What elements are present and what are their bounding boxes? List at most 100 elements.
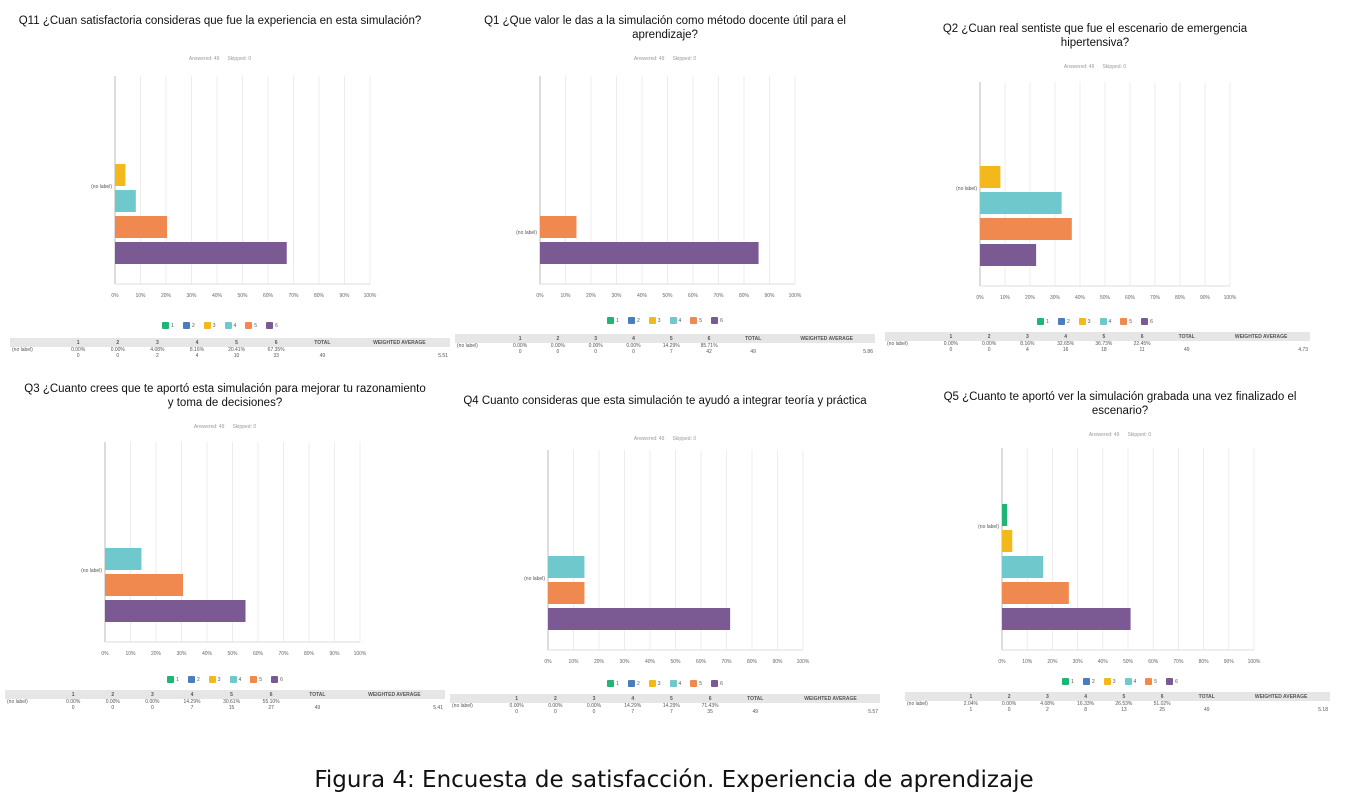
table-row-percent: (no label) 0.00% 0.00% 0.00% 14.29% 30.61% 55.… <box>5 699 445 705</box>
table-cell-percent: 0.00% <box>145 699 160 705</box>
table-header-cell: 2 <box>990 692 1029 701</box>
x-tick-label: 90% <box>764 293 775 299</box>
table-cell-weighted-average: 5.86 <box>863 349 873 355</box>
x-tick-label: 60% <box>696 659 707 665</box>
table-cell-percent: 14.29% <box>183 699 201 705</box>
table-cell-percent: 0.00% <box>943 341 958 347</box>
legend-item-2: 2 <box>187 676 200 683</box>
table-cell-count: 0 <box>592 709 596 715</box>
x-tick-label: 30% <box>186 293 197 299</box>
x-tick-label: 100% <box>364 293 377 299</box>
legend-label: 2 <box>196 676 200 683</box>
table-row-percent: (no label) 0.00% 0.00% 4.08% 8.16% 20.41% 67.3… <box>10 347 450 353</box>
table-cell-percent: 0.00% <box>71 347 86 353</box>
bar-option-4 <box>548 556 585 578</box>
x-tick-label: 80% <box>1199 659 1210 665</box>
table-header-total: TOTAL <box>290 690 344 699</box>
legend-swatch <box>1103 678 1111 685</box>
x-tick-label: 80% <box>314 293 325 299</box>
legend-label: 4 <box>678 680 682 687</box>
legend-label: 6 <box>1175 678 1178 685</box>
x-tick-label: 30% <box>1073 659 1084 665</box>
table-header-cell: 5 <box>216 338 257 347</box>
table-cell-total: 49 <box>314 705 321 711</box>
table-cell-percent: 16.33% <box>1077 701 1095 707</box>
bar-option-6 <box>540 242 759 264</box>
table-header-cell: 6 <box>256 338 296 347</box>
x-tick-label: 40% <box>1098 659 1109 665</box>
table-header-cell: 4 <box>1046 332 1085 341</box>
table-cell-weighted-average: 5.51 <box>438 353 448 359</box>
legend: 1 2 3 4 5 6 <box>5 676 445 683</box>
table-row-count: 0 0 0 7 15 27 49 5.41 <box>5 705 445 711</box>
x-tick-label: 80% <box>1175 295 1186 301</box>
table-cell-weighted-average: 5.57 <box>868 709 878 715</box>
x-tick-label: 50% <box>227 651 238 657</box>
table-cell-count: 7 <box>670 709 673 715</box>
row-label: (no label) <box>91 184 112 190</box>
legend-label: 3 <box>1112 678 1116 685</box>
bar-option-3 <box>115 164 126 186</box>
x-tick-label: 90% <box>1200 295 1211 301</box>
table-cell-count: 42 <box>706 349 712 355</box>
table-cell-count: 0 <box>556 349 560 355</box>
x-tick-label: 30% <box>176 651 187 657</box>
legend-swatch <box>648 317 656 324</box>
x-tick-label: 50% <box>670 659 681 665</box>
table-header-cell: 3 <box>1028 692 1067 701</box>
bar-chart: 0% 10% 20% 30% 40% 50% 60% 70% 80% 90% 100% (no lab… <box>978 448 1261 665</box>
row-label: (no label) <box>81 568 102 574</box>
x-tick-label: 10% <box>1000 295 1011 301</box>
bar-option-6 <box>1002 608 1131 630</box>
table-header-cell: 3 <box>132 690 173 699</box>
x-tick-label: 40% <box>645 659 656 665</box>
legend-swatch <box>690 317 698 324</box>
table-cell-percent: 0.00% <box>66 699 81 705</box>
table-cell-count: 16 <box>1062 347 1069 353</box>
table-cell-count: 4 <box>1025 347 1029 353</box>
table-header-cell: 1 <box>931 332 970 341</box>
legend-item-4: 4 <box>1099 318 1111 325</box>
table-cell-percent: 71.43% <box>701 703 719 709</box>
legend-item-5: 5 <box>690 317 702 324</box>
x-tick-label: 90% <box>329 651 340 657</box>
bar-option-3 <box>1002 530 1013 552</box>
legend-swatch <box>1166 678 1174 685</box>
table-cell-weighted-average: 4.73 <box>1298 347 1308 353</box>
x-tick-label: 70% <box>1173 659 1184 665</box>
x-tick-label: 0% <box>111 293 119 299</box>
legend-swatch <box>1120 318 1128 325</box>
legend-item-4: 4 <box>1124 678 1136 685</box>
table-cell-count: 0 <box>111 705 115 711</box>
bar-chart: 0% 10% 20% 30% 40% 50% 60% 70% 80% 90% 100% (no lab… <box>91 76 377 299</box>
table-header-blank <box>905 692 952 701</box>
legend-item-2: 2 <box>627 317 640 324</box>
x-tick-label: 80% <box>739 293 750 299</box>
x-tick-label: 10% <box>125 651 136 657</box>
table-cell-percent: 8.16% <box>1020 341 1035 347</box>
skipped-count: Skipped: 0 <box>227 56 252 62</box>
legend-swatch <box>229 676 237 683</box>
bar-option-4 <box>1002 556 1044 578</box>
table-header-total: TOTAL <box>1181 692 1233 701</box>
legend: 1 2 3 4 5 6 <box>905 678 1335 685</box>
table-header-blank <box>5 690 54 699</box>
table-cell-percent: 36.73% <box>1095 341 1113 347</box>
table-cell-percent: 0.00% <box>588 343 603 349</box>
question-title: Q11 ¿Cuan satisfactoria consideras que f… <box>18 15 422 27</box>
legend-item-3: 3 <box>1078 318 1091 325</box>
legend-swatch <box>208 676 216 683</box>
table-cell-total: 49 <box>1203 707 1210 713</box>
bar-chart: 0% 10% 20% 30% 40% 50% 60% 70% 80% 90% 100% (no lab… <box>956 82 1237 301</box>
table-cell-count: 35 <box>707 709 713 715</box>
legend-item-1: 1 <box>1062 678 1074 685</box>
x-tick-label: 40% <box>212 293 223 299</box>
x-tick-label: 20% <box>1025 295 1036 301</box>
x-tick-label: 40% <box>202 651 213 657</box>
table-header-cell: 2 <box>970 332 1009 341</box>
legend-label: 5 <box>699 317 703 324</box>
table-header-wa: WEIGHTED AVERAGE <box>778 334 875 343</box>
answered-count: Answered: 49 <box>193 424 225 430</box>
bar-option-5 <box>980 218 1072 240</box>
legend-label: 6 <box>720 680 723 687</box>
